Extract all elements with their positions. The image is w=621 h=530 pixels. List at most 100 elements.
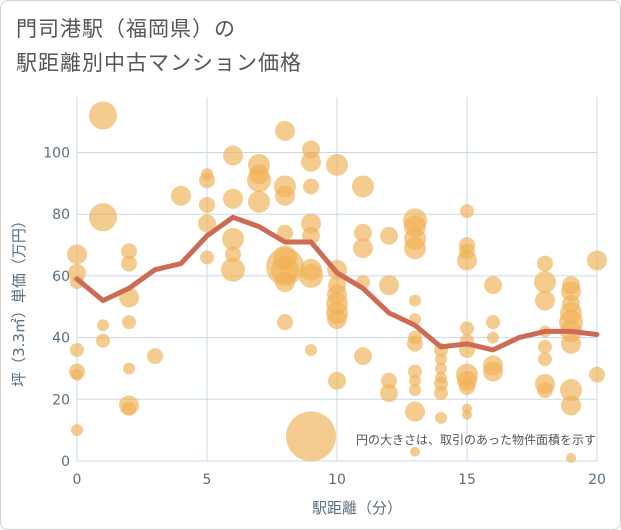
data-bubble [354,347,372,366]
x-tick-labels: 0 5 10 15 20 [73,472,606,488]
x-tick-label: 0 [73,472,82,488]
data-bubble [70,342,84,357]
x-axis-title: 駅距離（分） [312,499,402,517]
data-bubble [326,153,348,176]
data-bubble [123,362,135,375]
data-bubble [538,352,552,367]
data-bubble [537,382,553,399]
data-bubble [405,401,425,422]
data-bubble [457,250,477,271]
data-bubble [328,371,346,390]
chart-title-line2: 駅距離別中古マンション価格 [16,51,302,75]
data-bubble [299,263,323,288]
data-bubble [587,250,607,271]
data-bubble [380,384,398,403]
data-bubble [409,374,421,387]
data-bubble [408,364,422,379]
data-bubble [171,185,191,206]
data-bubble [537,255,553,272]
y-tick-label: 40 [52,331,70,347]
data-bubble [248,190,270,213]
data-bubble [566,452,576,463]
data-bubble [435,353,447,366]
data-bubble [379,275,399,296]
data-bubble [407,335,423,352]
data-bubble [67,244,87,265]
y-tick-label: 60 [52,269,70,285]
data-bubble [327,309,347,330]
data-bubble [484,276,502,295]
data-bubble [459,378,475,395]
data-bubble [305,343,317,356]
data-bubble [223,145,243,166]
data-bubble [89,203,117,232]
data-bubble [121,243,137,260]
data-bubble [122,315,136,330]
data-bubble [410,446,420,457]
data-bubble [221,257,245,282]
data-bubble [97,319,109,332]
data-bubble [486,315,500,330]
data-bubble [199,196,215,213]
data-bubble [122,401,136,416]
data-bubble [89,101,117,130]
y-tick-label: 20 [52,392,70,408]
data-bubble [147,348,163,365]
data-bubble [462,409,472,420]
data-bubble [434,386,448,401]
data-bubble [303,178,319,195]
x-tick-label: 15 [458,472,476,488]
data-bubble [200,250,214,265]
y-tick-label: 0 [61,454,70,470]
data-bubble [561,395,581,416]
data-bubble [247,168,271,193]
y-tick-label: 100 [43,146,70,162]
data-bubble [409,384,421,397]
data-bubble [460,321,474,336]
data-bubble [71,424,83,437]
data-bubble [538,339,552,354]
data-bubble [198,214,216,233]
data-bubble [589,366,605,383]
data-bubble [487,331,499,344]
data-bubble [534,271,556,294]
data-bubble [483,361,503,382]
data-bubble [353,238,373,259]
y-tick-label: 80 [52,207,70,223]
data-bubble [435,362,447,375]
data-bubble [286,411,336,462]
data-bubble [301,151,321,172]
data-bubble [352,175,374,198]
data-bubble [222,227,244,250]
data-bubble [223,188,243,209]
data-bubble [277,314,293,331]
data-bubble [71,368,83,381]
trend-line [74,214,600,353]
data-bubble [380,226,398,245]
data-bubble [275,185,295,206]
y-axis-title: 坪（3.3㎡）単価（万円） [10,213,28,387]
data-bubble [199,172,215,189]
data-bubble [96,333,110,348]
data-bubble [404,237,426,260]
chart-title: 門司港駅（福岡県）の 駅距離別中古マンション価格 [16,12,302,80]
data-bubble [275,272,295,293]
data-bubble [435,411,447,424]
data-bubble [225,246,241,263]
bubble-layer [67,101,607,463]
y-tick-labels: 0 20 40 60 80 100 [43,146,70,470]
x-tick-label: 10 [328,472,346,488]
data-bubble [121,255,137,272]
x-tick-label: 5 [203,472,212,488]
data-bubble [460,204,474,219]
bubble-size-note: 円の大きさは、取引のあった物件面積を示す [356,432,596,447]
x-tick-label: 20 [588,472,606,488]
data-bubble [561,333,581,354]
data-bubble [275,120,295,141]
chart-title-line1: 門司港駅（福岡県）の [16,17,236,41]
data-bubble [381,372,397,389]
data-bubble [409,294,421,307]
data-bubble [535,290,555,311]
data-bubble [354,223,372,242]
